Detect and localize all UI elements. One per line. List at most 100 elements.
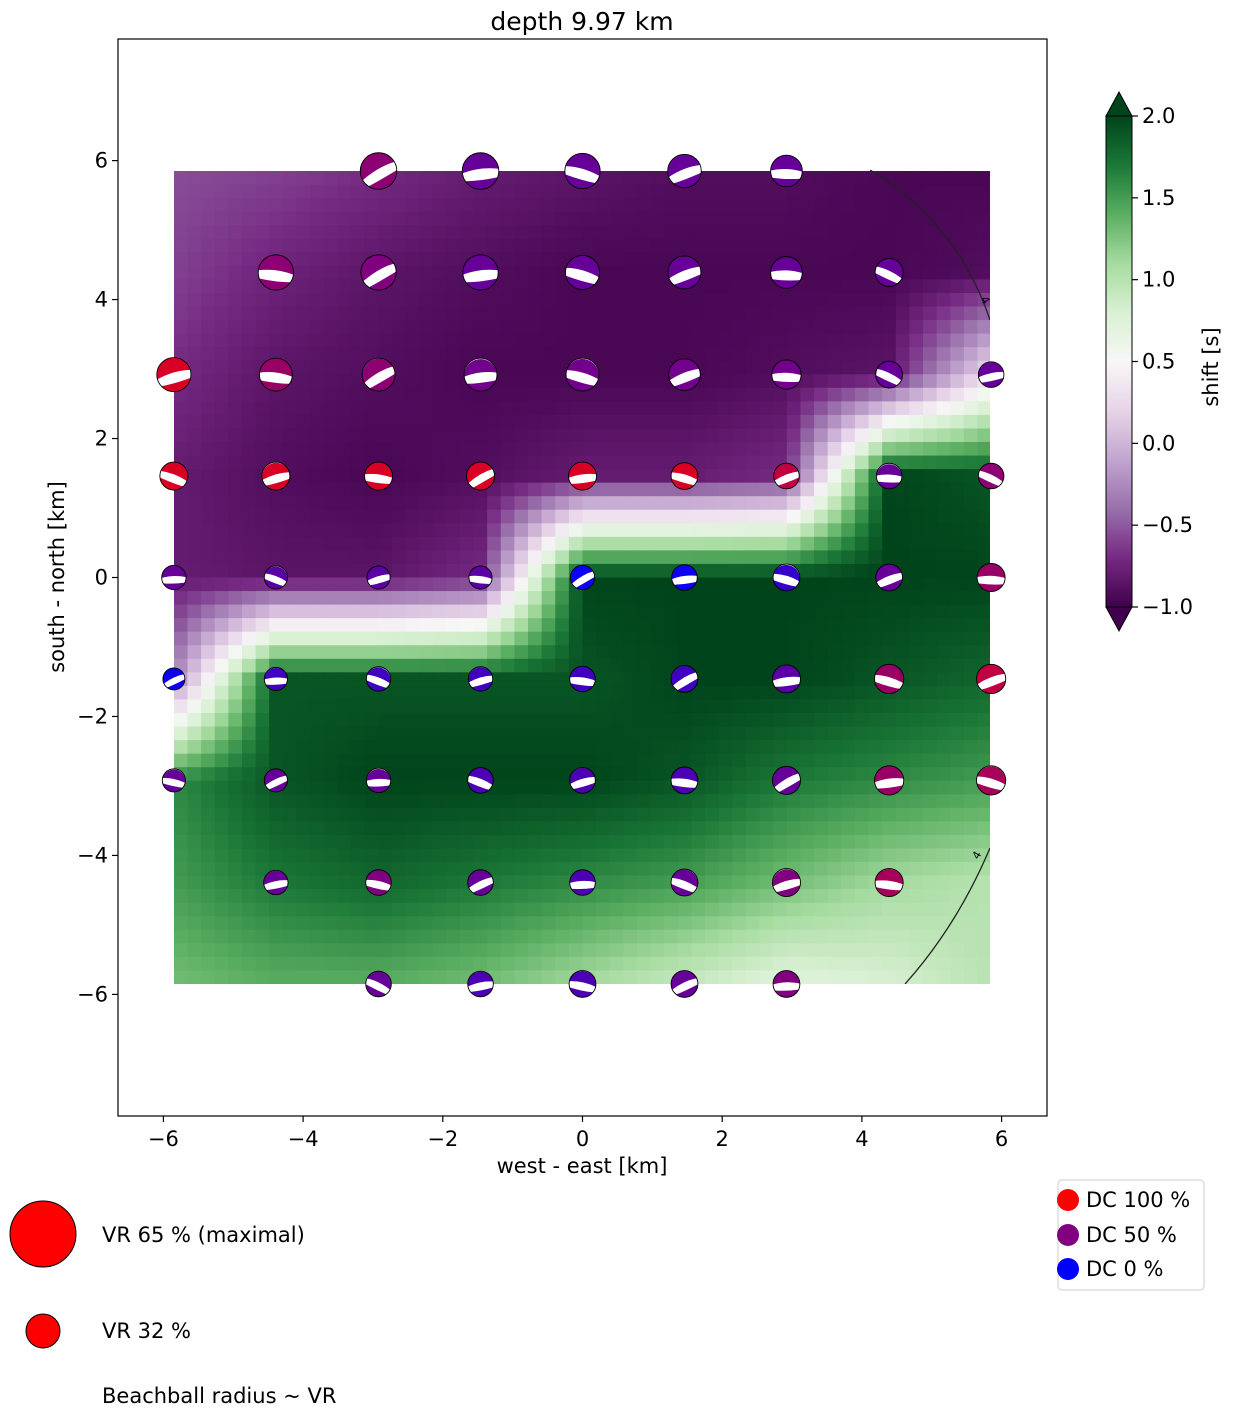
- heatmap-cell: [636, 970, 652, 984]
- heatmap-cell: [950, 780, 965, 795]
- heatmap-cell: [814, 279, 829, 294]
- heatmap-cell: [350, 360, 366, 375]
- heatmap-cell: [691, 712, 706, 728]
- heatmap-cell: [419, 726, 434, 741]
- heatmap-cell: [514, 767, 529, 782]
- heatmap-cell: [759, 482, 774, 497]
- heatmap-cell: [405, 672, 420, 687]
- heatmap-cell: [623, 211, 638, 226]
- heatmap-cell: [282, 902, 298, 917]
- heatmap-cell: [977, 631, 990, 646]
- beachball: [670, 462, 699, 490]
- heatmap-cell: [923, 631, 938, 646]
- heatmap-cell: [882, 523, 897, 538]
- heatmap-cell: [814, 726, 829, 741]
- heatmap-cell: [214, 902, 229, 917]
- heatmap-cell: [228, 265, 243, 281]
- heatmap-cell: [691, 387, 706, 402]
- heatmap-cell: [228, 604, 243, 619]
- heatmap-cell: [405, 306, 420, 321]
- heatmap-cell: [459, 740, 475, 755]
- heatmap-cell: [854, 523, 870, 538]
- heatmap-cell: [596, 320, 611, 335]
- heatmap-cell: [174, 211, 189, 226]
- heatmap-cell: [228, 780, 243, 795]
- y-tick-label: −4: [77, 843, 108, 867]
- heatmap-cell: [732, 970, 747, 984]
- heatmap-cell: [323, 780, 338, 795]
- heatmap-cell: [174, 807, 189, 822]
- heatmap-cell: [214, 523, 229, 538]
- heatmap-cell: [705, 171, 720, 186]
- beachball: [875, 360, 903, 389]
- heatmap-cell: [977, 265, 990, 281]
- heatmap-cell: [541, 699, 556, 714]
- heatmap-cell: [759, 929, 774, 944]
- heatmap-cell: [882, 834, 897, 850]
- heatmap-cell: [609, 292, 624, 308]
- heatmap-cell: [882, 306, 897, 321]
- heatmap-cell: [541, 374, 556, 389]
- heatmap-cell: [255, 916, 270, 931]
- heatmap-cell: [895, 225, 910, 240]
- heatmap-cell: [405, 360, 420, 375]
- heatmap-cell: [705, 618, 720, 633]
- heatmap-cell: [596, 374, 611, 389]
- heatmap-cell: [432, 834, 447, 850]
- heatmap-cell: [827, 645, 842, 660]
- heatmap-cell: [378, 604, 393, 619]
- heatmap-cell: [432, 780, 447, 795]
- heatmap-cell: [187, 672, 202, 687]
- heatmap-cell: [310, 604, 325, 619]
- heatmap-cell: [487, 320, 502, 335]
- heatmap-cell: [555, 577, 570, 592]
- beachball-lobe: [668, 358, 700, 381]
- heatmap-cell: [555, 333, 570, 348]
- heatmap-cell: [636, 604, 652, 619]
- heatmap-cell: [500, 536, 515, 551]
- heatmap-cell: [391, 916, 407, 931]
- heatmap-cell: [201, 496, 216, 511]
- heatmap-cell: [868, 428, 883, 443]
- beachball-lobe: [773, 970, 800, 985]
- heatmap-cell: [854, 360, 870, 375]
- heatmap-cell: [936, 821, 951, 836]
- heatmap-cell: [500, 604, 515, 619]
- heatmap-cell: [868, 211, 883, 226]
- heatmap-cell: [514, 171, 529, 186]
- heatmap-cell: [650, 618, 665, 633]
- heatmap-cell: [759, 523, 774, 538]
- heatmap-cell: [800, 550, 815, 565]
- heatmap-cell: [718, 577, 733, 592]
- heatmap-cell: [923, 225, 938, 240]
- heatmap-cell: [241, 198, 257, 213]
- heatmap-cell: [800, 455, 815, 470]
- heatmap-cell: [201, 171, 216, 186]
- heatmap-cell: [269, 171, 284, 186]
- heatmap-cell: [596, 889, 611, 904]
- heatmap-cell: [446, 536, 461, 551]
- heatmap-cell: [405, 184, 420, 199]
- heatmap-cell: [814, 780, 829, 795]
- heatmap-cell: [691, 184, 706, 199]
- heatmap-cell: [473, 509, 488, 524]
- heatmap-cell: [241, 455, 257, 470]
- heatmap-cell: [636, 320, 652, 335]
- heatmap-cell: [732, 699, 747, 714]
- heatmap-cell: [963, 184, 979, 199]
- heatmap-cell: [936, 333, 951, 348]
- heatmap-cell: [528, 401, 543, 416]
- heatmap-cell: [609, 550, 624, 565]
- heatmap-cell: [745, 685, 761, 701]
- heatmap-cell: [323, 455, 338, 470]
- heatmap-cell: [555, 902, 570, 917]
- heatmap-cell: [487, 685, 502, 701]
- heatmap-cell: [241, 726, 257, 741]
- heatmap-cell: [310, 929, 325, 944]
- heatmap-cell: [446, 726, 461, 741]
- heatmap-cell: [827, 740, 842, 755]
- heatmap-cell: [786, 794, 802, 809]
- heatmap-cell: [459, 184, 475, 199]
- heatmap-cell: [500, 198, 515, 213]
- heatmap-cell: [255, 929, 270, 944]
